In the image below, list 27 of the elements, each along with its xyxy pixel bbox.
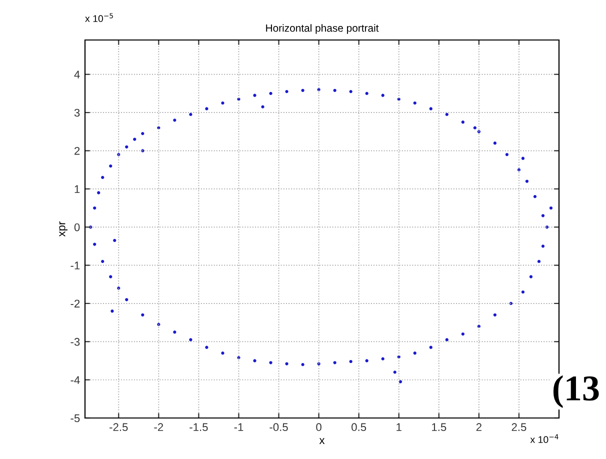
y-tick-label: 4 xyxy=(74,70,80,78)
x-tick-label: 2.5 xyxy=(512,423,526,432)
y-tick-label: -1 xyxy=(70,262,80,270)
y-tick-label: -2 xyxy=(70,300,80,308)
x-tick-label: -0.5 xyxy=(270,423,288,432)
x-tick-label: 0 xyxy=(316,423,322,432)
y-tick-label: 1 xyxy=(74,185,80,193)
annotation: (13 xyxy=(553,375,599,408)
x-tick-label: 0.5 xyxy=(352,423,366,432)
x-tick-label: -1 xyxy=(234,423,244,431)
y-tick-label: -3 xyxy=(70,338,80,346)
text: x 10$^{−4}$ xyxy=(530,434,558,444)
text: x 10$^{−5}$ xyxy=(85,13,113,22)
x-tick-label: 1 xyxy=(396,423,402,431)
y-axis-title: xpr xyxy=(59,221,68,237)
x-tick-label: -1.5 xyxy=(190,423,208,432)
chart-title: Horizontal phase portrait xyxy=(266,24,379,34)
y-tick-label: 0 xyxy=(74,223,80,232)
y-tick-label: -4 xyxy=(70,376,80,384)
x-axis-title: x xyxy=(319,438,325,444)
x-tick-label: 2 xyxy=(476,423,482,431)
y-tick-label: -5 xyxy=(70,414,80,422)
x-tick-label: -2 xyxy=(154,423,164,431)
x-tick-label: 1.5 xyxy=(432,423,446,432)
y-tick-label: 2 xyxy=(74,146,80,155)
x-tick-label: -2.5 xyxy=(110,423,128,432)
y-tick-label: 3 xyxy=(74,108,80,117)
